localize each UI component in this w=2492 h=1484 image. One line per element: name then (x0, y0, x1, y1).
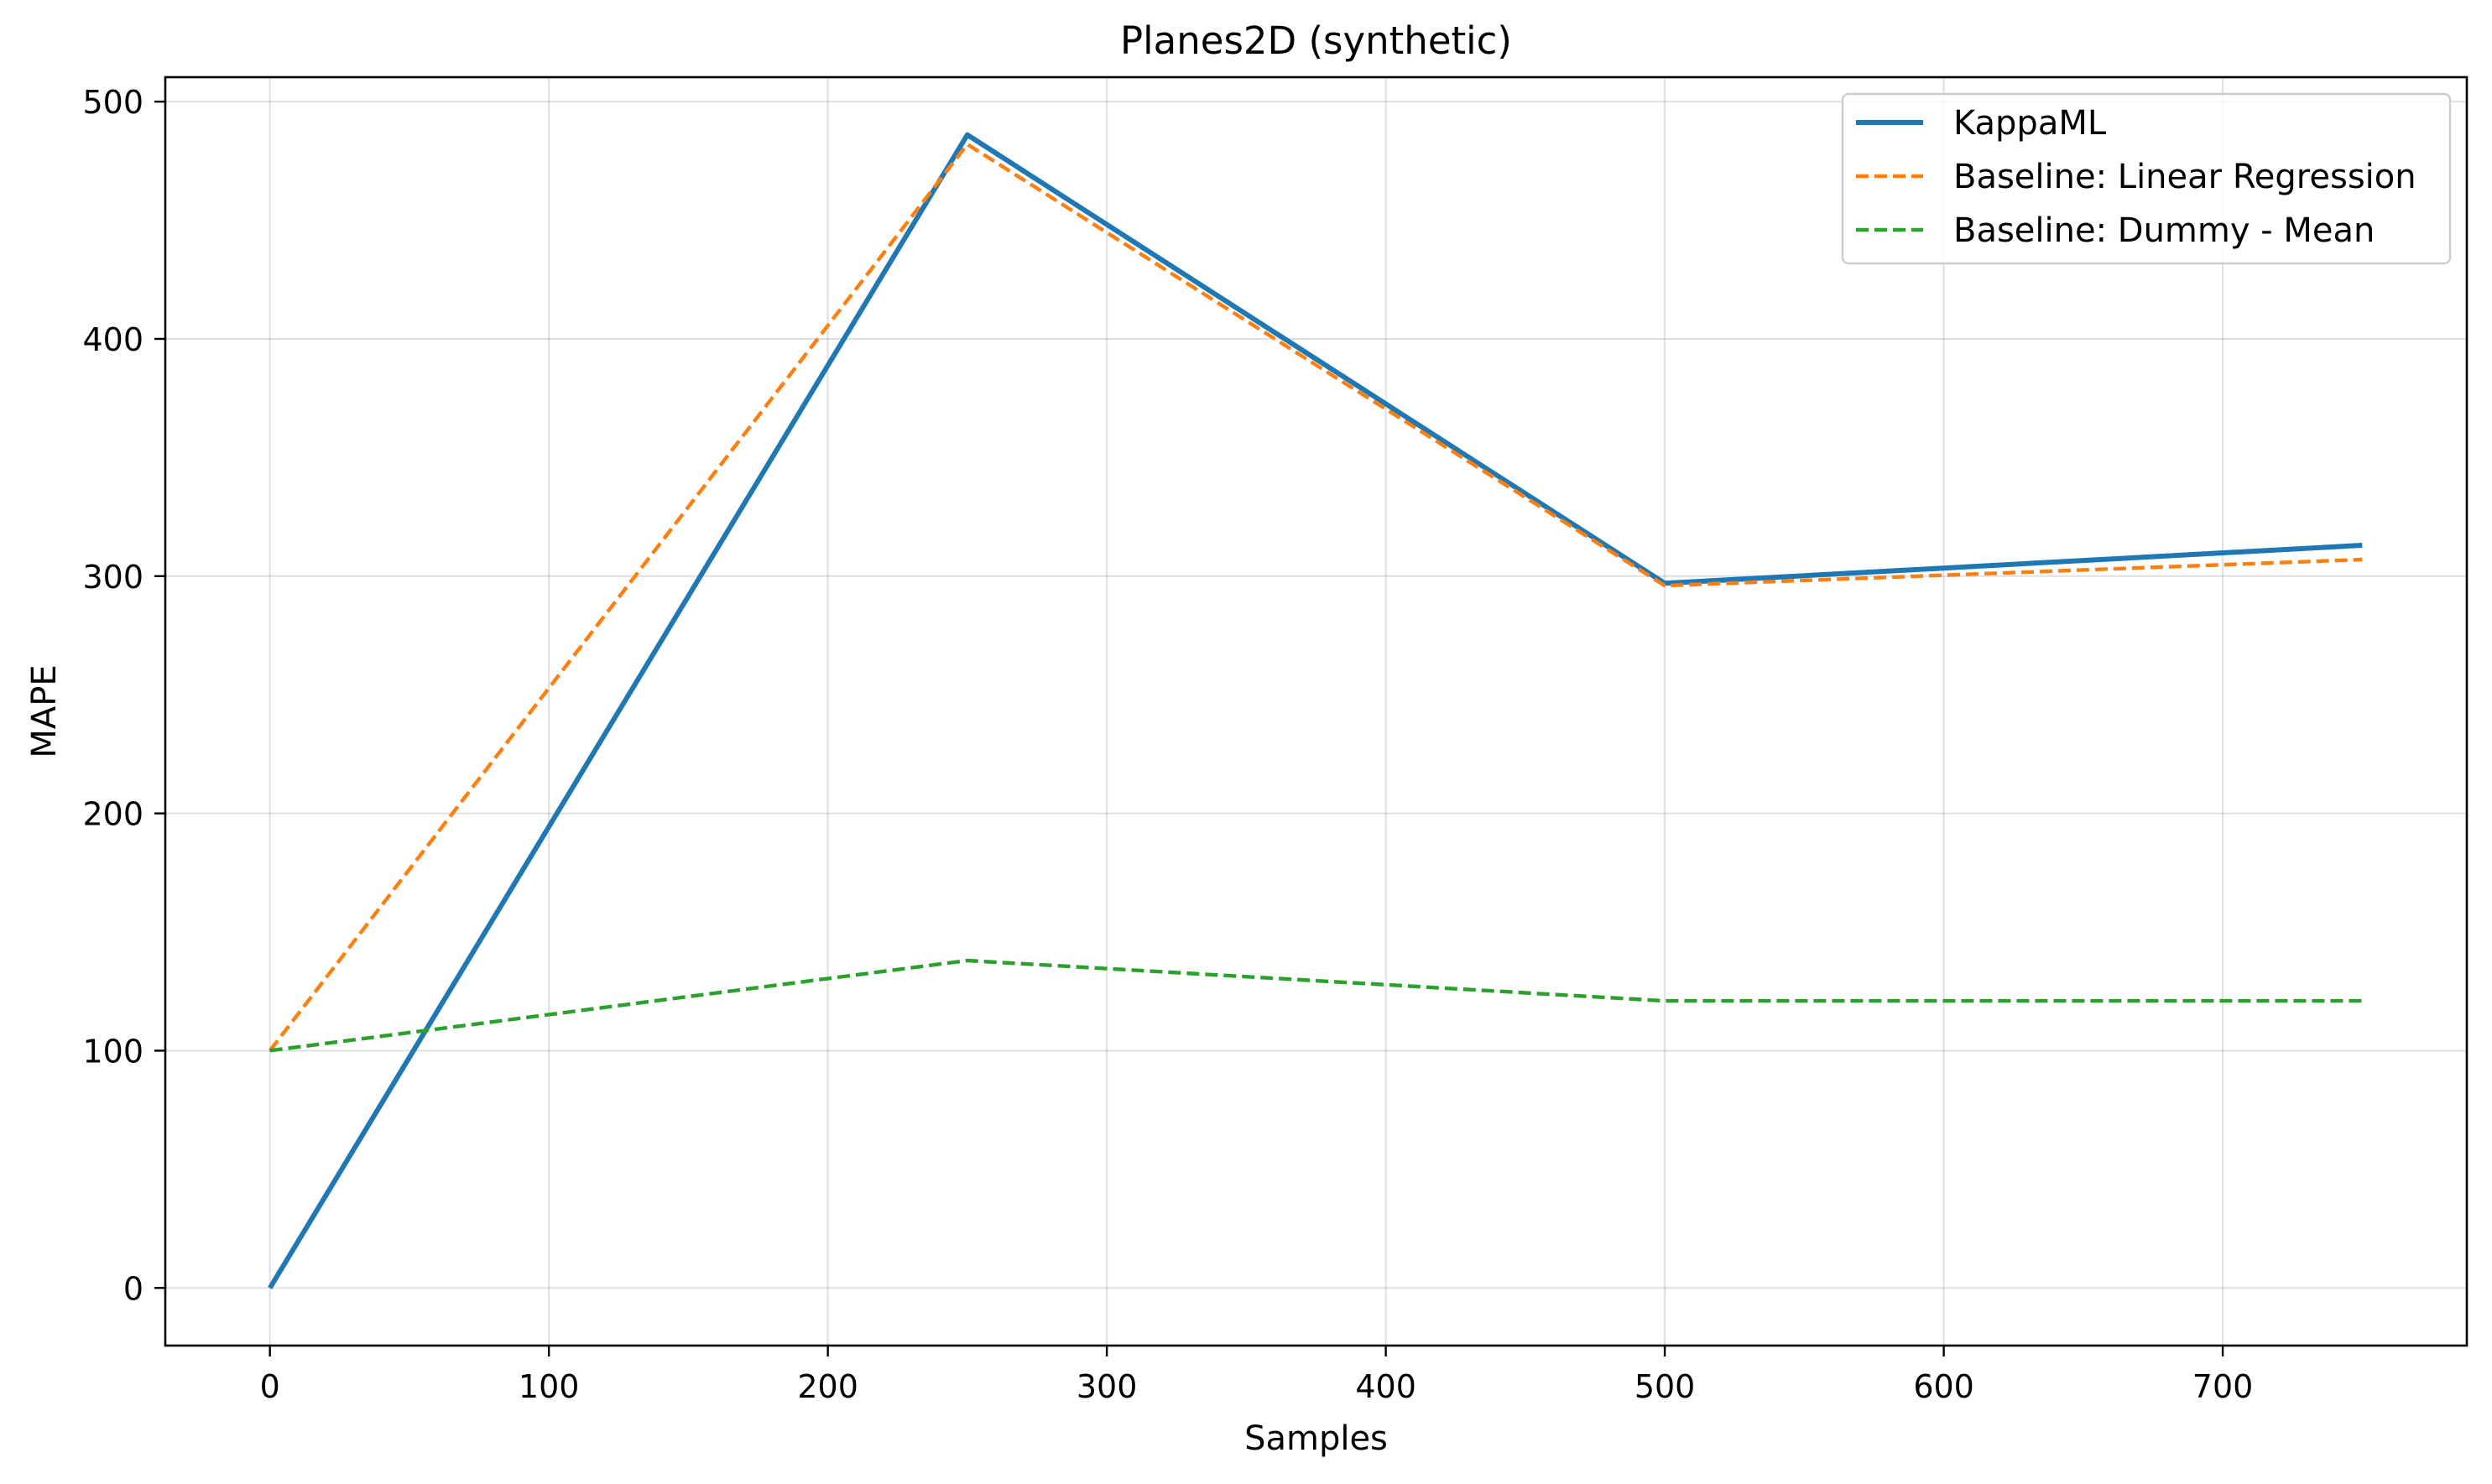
x-tick-label: 600 (1913, 1368, 1974, 1405)
y-tick-label: 400 (82, 321, 143, 358)
legend-label-1: Baseline: Linear Regression (1953, 158, 2416, 196)
series-line-1 (268, 142, 2363, 1052)
x-axis-title: Samples (1244, 1419, 1388, 1458)
x-tick-label: 100 (519, 1368, 580, 1405)
legend-box (1841, 92, 2452, 265)
legend-label-0: KappaML (1953, 104, 2107, 143)
y-tick-label: 500 (82, 84, 143, 121)
y-tick-label: 300 (82, 559, 143, 596)
x-tick-label: 400 (1355, 1368, 1416, 1405)
x-tick-label: 700 (2192, 1368, 2254, 1405)
grid (165, 77, 2467, 1346)
axis-ticks: 0 100 200 300 400 500 600 700 0 100 200 300 400 500 (82, 84, 2253, 1405)
chart-title: Planes2D (synthetic) (1120, 18, 1512, 63)
plot-frame (164, 76, 2469, 1347)
y-tick-label: 200 (82, 796, 143, 833)
y-tick-label: 0 (123, 1270, 143, 1307)
series-line-0 (268, 132, 2363, 1289)
x-tick-label: 0 (260, 1368, 280, 1405)
x-tick-label: 200 (797, 1368, 858, 1405)
series-line-2 (269, 958, 2363, 1053)
x-tick-label: 500 (1634, 1368, 1696, 1405)
y-tick-label: 100 (82, 1033, 143, 1070)
legend-label-2: Baseline: Dummy - Mean (1953, 211, 2375, 250)
y-axis-title: MAPE (25, 664, 64, 758)
x-tick-label: 300 (1077, 1368, 1138, 1405)
legend: KappaML Baseline: Linear Regression Baseli… (1841, 92, 2452, 265)
series-lines (268, 132, 2363, 1289)
